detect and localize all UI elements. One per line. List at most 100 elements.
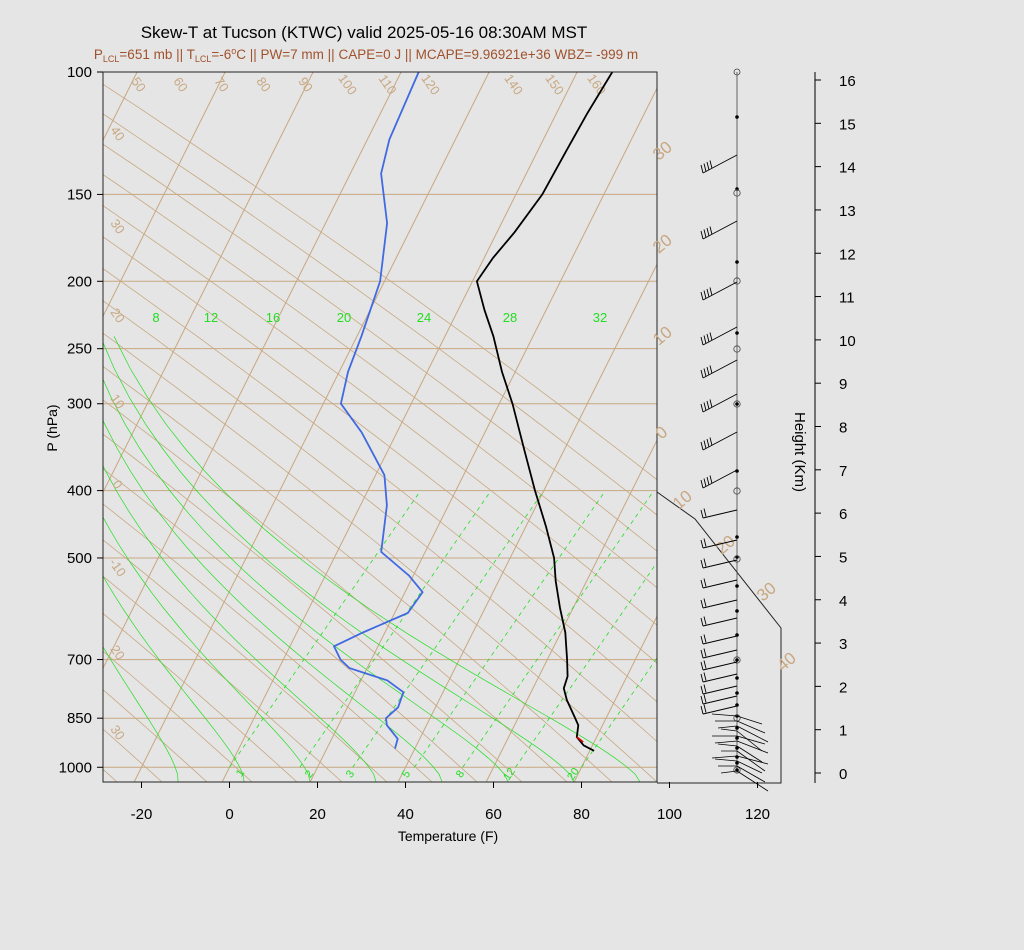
wind-barb-shaft (702, 281, 738, 301)
dry-adiabat-line (103, 83, 657, 481)
isotherm-line (309, 87, 657, 782)
wind-barb-shaft (702, 599, 738, 609)
wind-barb-flag (700, 164, 704, 174)
isotherm-line (838, 0, 1024, 782)
wind-barb-flag (703, 163, 707, 172)
isotherm-line (926, 0, 1024, 782)
wind-level-dot (735, 260, 739, 264)
height-axis-label: Height (Km) (791, 412, 808, 492)
dry-adiabat-label: 90 (295, 74, 316, 94)
wind-barb-shaft (702, 617, 738, 627)
chart-subtitle: PLCL=651 mb || TLCL=-6oC || PW=7 mm || C… (94, 46, 638, 64)
isotherm-line (103, 72, 314, 494)
height-tick-label: 4 (839, 593, 847, 610)
mixing-ratio-label: 28 (503, 310, 517, 325)
mixing-ratio-line (229, 490, 421, 768)
mixing-ratio-label: 5 (400, 768, 413, 780)
dry-adiabat-line (103, 575, 343, 782)
dry-adiabat-label: 20 (107, 642, 128, 662)
wind-barb-flag (709, 160, 713, 169)
wind-level-marker (733, 345, 741, 353)
mixing-ratio-label: 2 (303, 768, 316, 780)
plot-border (102, 71, 658, 783)
dry-adiabat-line (103, 300, 657, 743)
wind-barb-flag (709, 332, 713, 341)
wind-barb-flag (706, 161, 710, 171)
wind-barb-flag (703, 598, 707, 607)
moist-adiabat-line (103, 341, 575, 782)
wind-barb-flag (703, 694, 707, 703)
wind-barb-flag (703, 704, 707, 713)
wind-calm-marker (733, 68, 741, 76)
x-tick-label: 40 (397, 806, 414, 823)
wind-barb-shaft (702, 359, 738, 379)
wind-barb-flag (700, 230, 704, 240)
wind-barb-shaft (702, 431, 738, 451)
wind-barb-flag (700, 617, 704, 627)
height-tick-label: 0 (839, 766, 847, 783)
dry-adiabat-label: 140 (501, 71, 526, 97)
dry-adiabat-line (103, 113, 657, 516)
wind-level-marker (733, 277, 741, 285)
wind-barb-shaft (736, 765, 766, 783)
wind-barb-flag (700, 441, 704, 451)
wind-barb-shaft (736, 720, 766, 734)
isotherm-line (0, 0, 126, 782)
pressure-tick-label: 300 (67, 396, 92, 413)
x-tick-label: -20 (131, 806, 153, 823)
isotherm-line (221, 72, 578, 782)
dry-adiabat-label: 20 (107, 305, 128, 325)
isotherm-line (485, 439, 657, 782)
mixing-ratio-label: 3 (344, 768, 357, 780)
height-tick-label: 7 (839, 463, 847, 480)
wind-barb-flag (700, 661, 704, 671)
wind-barb-flag (709, 399, 713, 408)
height-tick-label: 2 (839, 679, 847, 696)
dry-adiabat-line (103, 399, 568, 782)
pressure-tick-label: 200 (67, 273, 92, 290)
wind-barb-shaft (702, 469, 738, 489)
wind-barb-flag (700, 369, 704, 379)
wind-barb-shaft (720, 770, 738, 774)
wind-barb-flag (703, 660, 707, 669)
wind-barb-flag (700, 479, 704, 489)
wind-level-dot (735, 115, 739, 119)
isotherm-line (573, 615, 657, 782)
height-tick-label: 1 (839, 723, 847, 740)
wind-barb-flag (703, 558, 707, 567)
wind-barb-shaft (736, 740, 769, 754)
lcl-t-rest: C || PW=7 mm || CAPE=0 J || MCAPE=9.9692… (236, 47, 638, 62)
wind-level-dot (735, 691, 739, 695)
wind-barb-flag (706, 227, 710, 237)
temperature-profile-line (475, 71, 614, 752)
wind-barb-flag (706, 288, 710, 298)
wind-barb-shaft (702, 649, 738, 659)
height-tick-label: 15 (839, 116, 856, 133)
wind-level-dot (735, 676, 739, 680)
dry-adiabat-label: 40 (107, 123, 128, 143)
pressure-tick-label: 500 (67, 550, 92, 567)
height-tick-label: 12 (839, 246, 856, 263)
wind-barb-shaft (736, 725, 769, 743)
wind-barb-flag (700, 649, 704, 659)
wind-barb-shaft (736, 750, 766, 772)
wind-barb-shaft (702, 695, 738, 705)
moist-adiabat-line (113, 336, 641, 782)
dry-adiabat-label: 120 (418, 71, 443, 97)
wind-barb-flag (703, 478, 707, 487)
isotherm-line (103, 72, 402, 670)
dry-adiabat-label: 30 (107, 216, 128, 236)
wind-barb-flag (700, 579, 704, 589)
wind-level-dot (735, 761, 739, 765)
wind-barb-flag (700, 336, 704, 346)
mixing-ratio-label: 24 (417, 310, 431, 325)
dry-adiabat-line (103, 433, 523, 782)
wind-barb-flag (700, 685, 704, 695)
pressure-tick-label: 400 (67, 483, 92, 500)
isotherm-label: 30 (753, 578, 780, 605)
plot-border-extension (656, 491, 782, 784)
wind-barb-flag (700, 509, 704, 519)
height-tick-label: 10 (839, 333, 856, 350)
pressure-tick-label: 250 (67, 341, 92, 358)
